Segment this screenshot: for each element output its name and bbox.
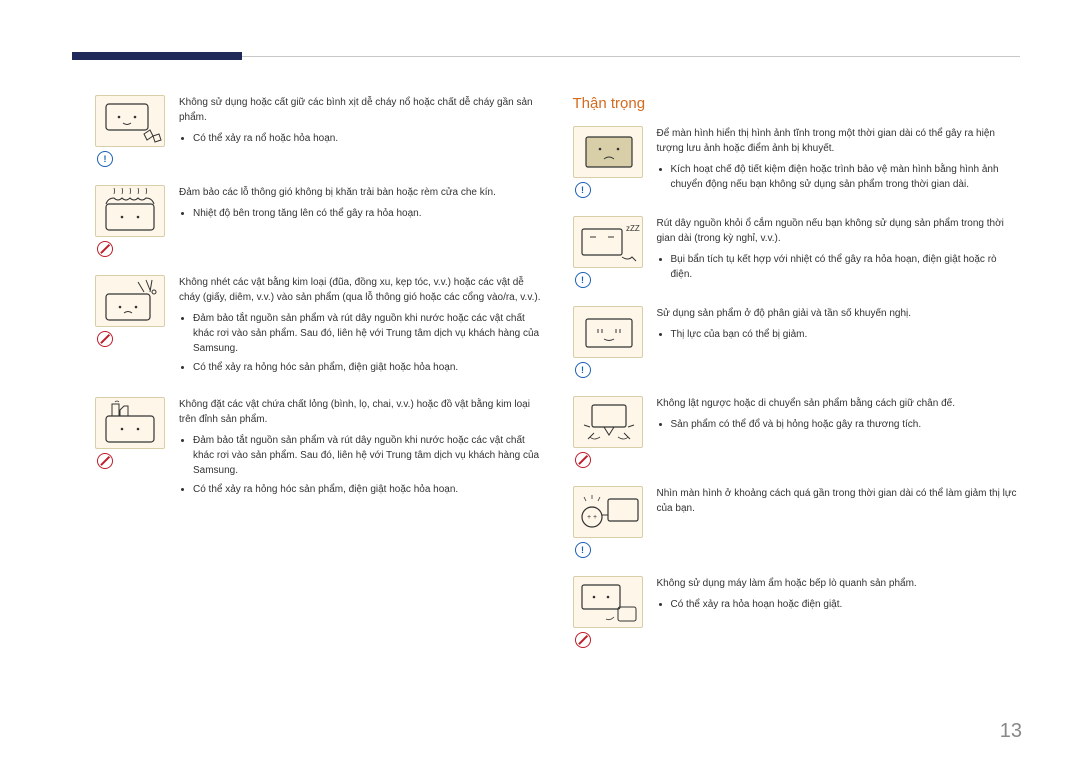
metal-objects-icon <box>95 275 165 327</box>
bullet-list: Sản phẩm có thể đổ và bị hỏng hoặc gây r… <box>657 417 1021 432</box>
humidifier-stove-icon <box>573 576 643 628</box>
icon-column: zZZ ! <box>573 216 643 288</box>
bullet: Kích hoạt chế độ tiết kiệm điện hoặc trì… <box>671 162 1021 192</box>
icon-column <box>95 397 165 501</box>
bullet-list: Đảm bảo tắt nguồn sản phẩm và rút dây ng… <box>179 433 543 497</box>
resolution-icon <box>573 306 643 358</box>
bullet: Có thể xảy ra hỏng hóc sản phẩm, điện gi… <box>193 482 543 497</box>
warning-lead: Không nhét các vật bằng kim loại (đũa, đ… <box>179 275 543 305</box>
warning-lead: Không sử dụng máy làm ẩm hoặc bếp lò qua… <box>657 576 1021 591</box>
warning-item: Đảm bảo các lỗ thông gió không bị khăn t… <box>95 185 543 257</box>
warning-text: Không sử dụng máy làm ẩm hoặc bếp lò qua… <box>657 576 1021 648</box>
warning-lead: Không đặt các vật chứa chất lỏng (bình, … <box>179 397 543 427</box>
bullet: Có thể xảy ra nổ hoặc hỏa hoạn. <box>193 131 543 146</box>
content-columns: ! Không sử dụng hoặc cất giữ các bình xị… <box>95 95 1020 666</box>
warning-item: ! Sử dụng sản phẩm ở độ phân giải và tần… <box>573 306 1021 378</box>
bullet-list: Kích hoạt chế độ tiết kiệm điện hoặc trì… <box>657 162 1021 192</box>
warning-item: zZZ ! Rút dây nguồn khỏi ổ cắm nguồn nếu… <box>573 216 1021 288</box>
prohibit-symbol-icon <box>97 331 113 347</box>
bullet-list: Bụi bẩn tích tụ kết hợp với nhiệt có thể… <box>657 252 1021 282</box>
svg-text:+ +: + + <box>587 514 597 521</box>
prohibit-symbol-icon <box>97 241 113 257</box>
warning-text: Nhìn màn hình ở khoảng cách quá gần tron… <box>657 486 1021 558</box>
warning-text: Không sử dụng hoặc cất giữ các bình xịt … <box>179 95 543 167</box>
warning-text: Đảm bảo các lỗ thông gió không bị khăn t… <box>179 185 543 257</box>
warning-item: Không đặt các vật chứa chất lỏng (bình, … <box>95 397 543 501</box>
info-symbol-icon: ! <box>575 272 591 288</box>
warning-item: Không nhét các vật bằng kim loại (đũa, đ… <box>95 275 543 379</box>
warning-lead: Để màn hình hiển thị hình ảnh tĩnh trong… <box>657 126 1021 156</box>
warning-item: ! Để màn hình hiển thị hình ảnh tĩnh tro… <box>573 126 1021 198</box>
warning-lead: Nhìn màn hình ở khoảng cách quá gần tron… <box>657 486 1021 516</box>
static-image-icon <box>573 126 643 178</box>
bullet: Sản phẩm có thể đổ và bị hỏng hoặc gây r… <box>671 417 1021 432</box>
icon-column: ! <box>573 306 643 378</box>
bullet-list: Có thể xảy ra hỏa hoạn hoặc điện giật. <box>657 597 1021 612</box>
bullet: Có thể xảy ra hỏa hoạn hoặc điện giật. <box>671 597 1021 612</box>
icon-column: ! <box>95 95 165 167</box>
info-symbol-icon: ! <box>575 362 591 378</box>
bullet-list: Nhiệt độ bên trong tăng lên có thể gây r… <box>179 206 543 221</box>
icon-column <box>573 396 643 468</box>
icon-column <box>95 275 165 379</box>
header-line <box>242 56 1020 57</box>
liquid-on-top-icon <box>95 397 165 449</box>
icon-column: ! <box>573 126 643 198</box>
warning-lead: Đảm bảo các lỗ thông gió không bị khăn t… <box>179 185 543 200</box>
warning-text: Không nhét các vật bằng kim loại (đũa, đ… <box>179 275 543 379</box>
bullet: Thị lực của bạn có thể bị giảm. <box>671 327 1021 342</box>
warning-lead: Sử dụng sản phẩm ở độ phân giải và tần s… <box>657 306 1021 321</box>
prohibit-symbol-icon <box>97 453 113 469</box>
prohibit-symbol-icon <box>575 632 591 648</box>
page-number: 13 <box>1000 720 1022 743</box>
bullet: Có thể xảy ra hỏng hóc sản phẩm, điện gi… <box>193 360 543 375</box>
warning-lead: Không sử dụng hoặc cất giữ các bình xịt … <box>179 95 543 125</box>
info-symbol-icon: ! <box>97 151 113 167</box>
left-column: ! Không sử dụng hoặc cất giữ các bình xị… <box>95 95 543 666</box>
caution-heading: Thận trọng <box>573 95 1021 112</box>
warning-text: Rút dây nguồn khỏi ổ cắm nguồn nếu bạn k… <box>657 216 1021 288</box>
warning-item: Không lật ngược hoặc di chuyển sản phẩm … <box>573 396 1021 468</box>
info-symbol-icon: ! <box>575 542 591 558</box>
warning-item: Không sử dụng máy làm ẩm hoặc bếp lò qua… <box>573 576 1021 648</box>
icon-column <box>95 185 165 257</box>
bullet-list: Đảm bảo tắt nguồn sản phẩm và rút dây ng… <box>179 311 543 375</box>
warning-text: Để màn hình hiển thị hình ảnh tĩnh trong… <box>657 126 1021 198</box>
icon-column: + + ! <box>573 486 643 558</box>
bullet: Đảm bảo tắt nguồn sản phẩm và rút dây ng… <box>193 311 543 356</box>
warning-lead: Không lật ngược hoặc di chuyển sản phẩm … <box>657 396 1021 411</box>
warning-item: ! Không sử dụng hoặc cất giữ các bình xị… <box>95 95 543 167</box>
spray-cans-icon <box>95 95 165 147</box>
warning-text: Sử dụng sản phẩm ở độ phân giải và tần s… <box>657 306 1021 378</box>
warning-text: Không đặt các vật chứa chất lỏng (bình, … <box>179 397 543 501</box>
bullet-list: Có thể xảy ra nổ hoặc hỏa hoạn. <box>179 131 543 146</box>
bullet: Nhiệt độ bên trong tăng lên có thể gây r… <box>193 206 543 221</box>
icon-column <box>573 576 643 648</box>
unplug-sleep-icon: zZZ <box>573 216 643 268</box>
header-bar <box>72 52 1020 60</box>
warning-text: Không lật ngược hoặc di chuyển sản phẩm … <box>657 396 1021 468</box>
eye-strain-icon: + + <box>573 486 643 538</box>
prohibit-symbol-icon <box>575 452 591 468</box>
info-symbol-icon: ! <box>575 182 591 198</box>
warning-lead: Rút dây nguồn khỏi ổ cắm nguồn nếu bạn k… <box>657 216 1021 246</box>
warning-item: + + ! Nhìn màn hình ở khoảng cách quá gầ… <box>573 486 1021 558</box>
right-column: Thận trọng ! Để màn hình hiển thị hình ả… <box>573 95 1021 666</box>
header-accent <box>72 52 242 60</box>
svg-text:zZZ: zZZ <box>626 224 640 233</box>
bullet: Bụi bẩn tích tụ kết hợp với nhiệt có thể… <box>671 252 1021 282</box>
bullet: Đảm bảo tắt nguồn sản phẩm và rút dây ng… <box>193 433 543 478</box>
flip-by-stand-icon <box>573 396 643 448</box>
covered-vents-icon <box>95 185 165 237</box>
bullet-list: Thị lực của bạn có thể bị giảm. <box>657 327 1021 342</box>
